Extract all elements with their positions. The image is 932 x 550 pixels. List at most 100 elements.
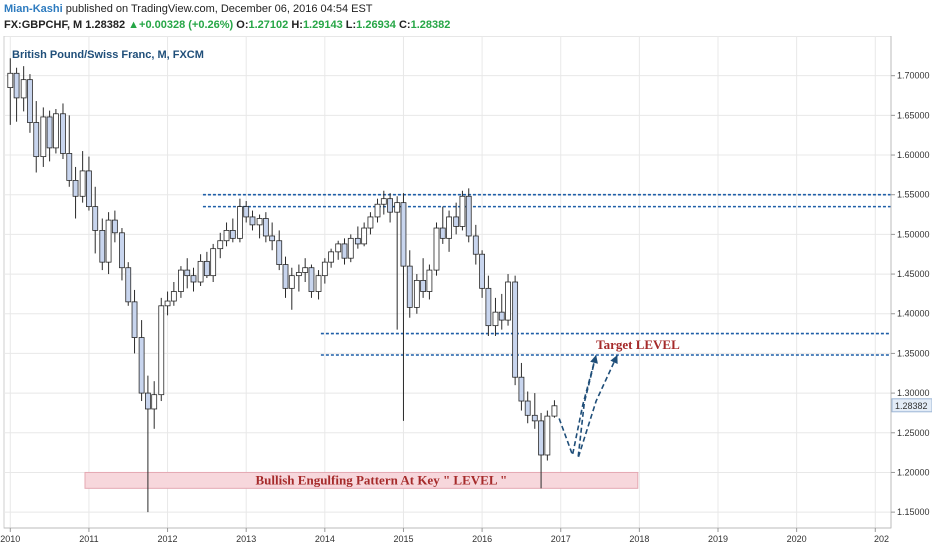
candle-body [315,275,322,292]
candle-body [13,72,20,99]
candle-body [439,227,446,239]
candle-body [505,281,511,321]
candle-body [249,216,256,226]
candle-body [518,376,525,402]
candle-body [335,243,342,253]
plot-area[interactable] [3,36,892,529]
time-axis[interactable]: 2010 2011 2012 2013 2014 2015 2016 2017 2018 2019… [0,528,889,544]
ohlc-line: FX:GBPCHF, M 1.28382 ▲+0.00328 (+0.26%) … [4,19,450,31]
price-tick-label: 1.45000 [897,269,930,279]
price-change: +0.00328 (+0.26%) [139,19,234,31]
candle-body [178,269,184,292]
last-price-tag: 1.28382 [895,401,928,411]
close-label: C: [398,19,411,31]
price-tick-label: 1.25000 [897,428,930,438]
candle-body [465,195,472,237]
candle-body [512,281,519,378]
candle-body [131,301,138,338]
candle-body [197,260,204,283]
candle-body [295,272,302,277]
candle-body [20,79,27,99]
candle-body [223,230,230,242]
candle-body [288,275,295,289]
chart-title: British Pound/Swiss Franc, M, FXCM [12,49,204,61]
candle-body [347,237,354,259]
open-value: 1.27102 [248,19,289,31]
time-tick-label: 202 [874,534,889,544]
key-level-zone [84,471,639,489]
candle-body [538,420,544,456]
candle-body [276,240,283,265]
candle-body [66,153,73,181]
candle-body [217,240,224,250]
candle-body [367,216,374,229]
arrow-head-1-icon [590,355,598,364]
candle-body [262,218,269,237]
open-label: O: [236,19,249,31]
candle-body [105,219,112,263]
candle-body [164,300,171,307]
candle-body [308,267,315,292]
candle-body [498,311,505,321]
candle-body [60,113,66,154]
high-label: H: [291,19,303,31]
last-price-marker: 1.28382 [891,398,932,413]
time-tick-label: 2020 [787,534,807,544]
price-tick-label: 1.35000 [897,348,930,358]
candle-body [341,243,348,259]
candle-body [354,237,361,245]
projection-path [558,354,619,459]
candle-body [374,203,381,218]
candle-body [79,170,86,197]
candle-body [72,180,79,197]
last-price: 1.28382 [85,19,126,31]
symbol-label: FX:GBPCHF, M [4,19,83,31]
candle-body [46,116,53,149]
price-chart[interactable]: Bullish Engulfing Pattern At Key " LEVEL… [0,36,932,550]
arrow-head-2-icon [610,355,618,364]
time-tick-label: 2017 [551,534,571,544]
candle-body [380,198,387,205]
candle-body [243,206,250,218]
time-tick-label: 2019 [708,534,728,544]
low-value: 1.26934 [356,19,396,31]
candle-body [282,264,289,289]
price-tick-label: 1.55000 [897,190,930,200]
candle-body [426,269,433,292]
candle-body [328,251,335,263]
time-tick-label: 2010 [0,534,20,544]
candle-body [229,230,236,239]
high-value: 1.29143 [302,19,343,31]
candle-body [125,267,132,303]
candle-body [406,265,413,308]
time-tick-label: 2014 [315,534,335,544]
candle-body [111,219,118,234]
candle-body [459,195,466,227]
candle-body [479,253,485,289]
candle-body [138,337,145,394]
target-annotation: Target LEVEL [596,337,680,352]
candle-body [92,206,99,231]
candle-body [40,116,47,158]
price-tick-label: 1.30000 [897,388,930,398]
candle-body [472,235,479,255]
candle-body [544,415,551,456]
time-tick-label: 2015 [393,534,413,544]
candle-body [492,311,499,327]
horizontal-levels [202,193,891,356]
candle-body [256,218,263,226]
publish-line: Mian-Kashi published on TradingView.com,… [4,3,373,15]
candle-body [158,305,165,396]
candle-body [33,122,40,158]
candle-body [524,400,531,416]
price-axis[interactable]: 1.70000 1.65000 1.60000 1.55000 1.50000 1.450… [891,71,930,517]
low-label: L: [345,19,357,31]
candle-body [170,291,177,302]
candle-body [531,414,538,422]
candle-body [203,260,210,277]
candle-body [190,275,197,283]
author-link[interactable]: Mian-Kashi [4,3,63,15]
close-value: 1.28382 [410,19,451,31]
candle-body [321,261,328,277]
candle-body [151,394,158,410]
